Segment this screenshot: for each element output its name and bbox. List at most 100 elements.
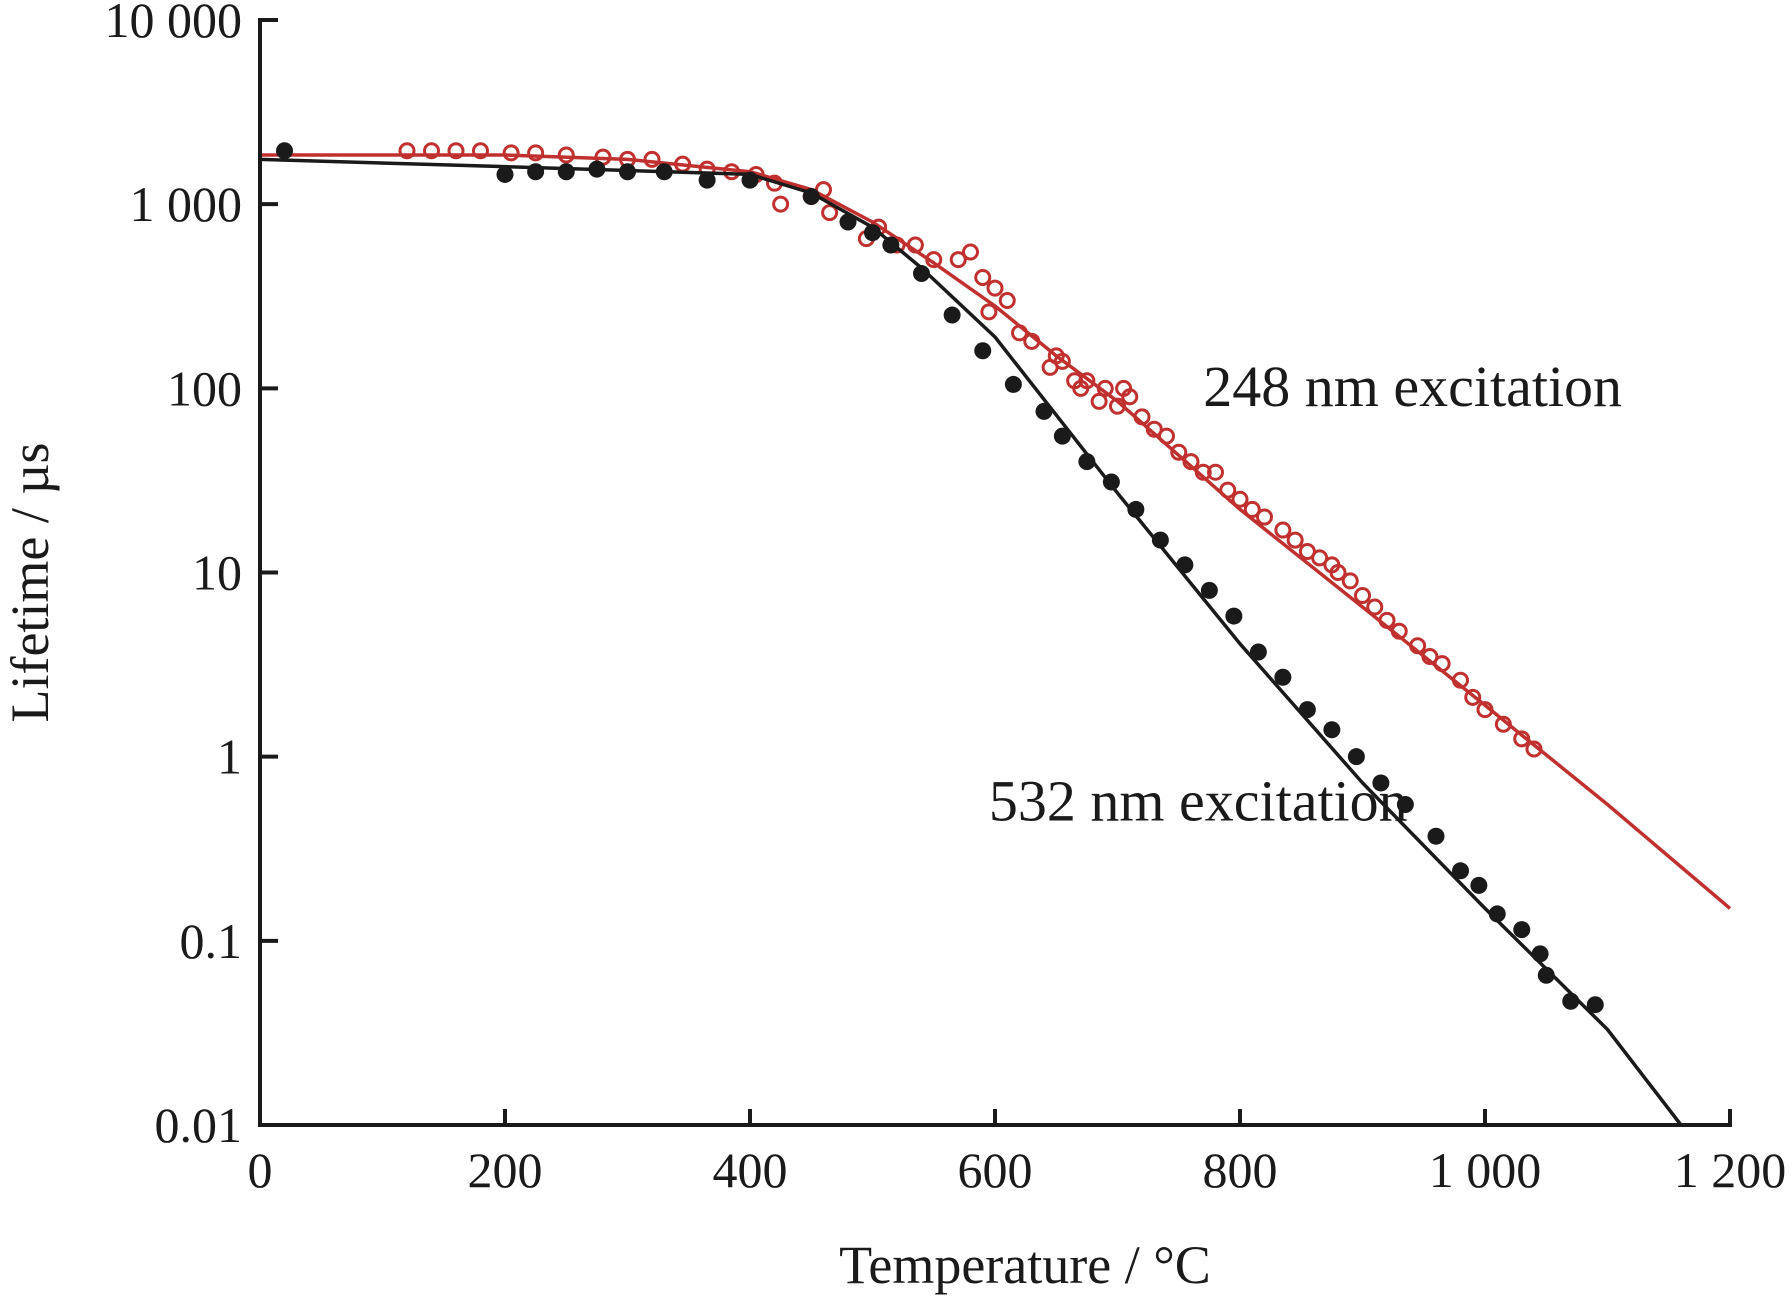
data-point <box>1329 564 1347 581</box>
x-tick-label: 1 200 <box>1674 1142 1787 1198</box>
x-ticks: 0 200 400 600 800 1 000 1 200 <box>248 1109 1787 1198</box>
data-point <box>723 163 741 181</box>
data-point <box>1225 607 1243 625</box>
data-point <box>1366 598 1384 616</box>
x-tick-label: 800 <box>1203 1142 1278 1198</box>
data-point <box>1470 876 1488 894</box>
data-point <box>949 251 967 269</box>
data-point <box>1372 774 1390 792</box>
data-point <box>962 243 979 261</box>
data-point <box>398 142 416 160</box>
x-tick-label: 600 <box>958 1142 1033 1198</box>
data-point <box>986 279 1004 297</box>
data-point <box>1537 966 1555 984</box>
data-point <box>276 142 293 160</box>
series-layer <box>259 142 1732 1127</box>
data-point <box>1452 671 1469 689</box>
data-point <box>1176 556 1194 574</box>
y-tick-label: 10 <box>192 545 242 601</box>
data-point <box>502 144 520 162</box>
data-point <box>943 306 961 324</box>
data-point <box>821 204 839 222</box>
series-label: 532 nm excitation <box>989 769 1408 834</box>
data-point <box>1525 740 1543 758</box>
data-point <box>1513 921 1531 939</box>
x-tick-label: 400 <box>713 1142 788 1198</box>
data-point <box>1274 521 1292 539</box>
data-point <box>906 236 924 254</box>
fit-line <box>259 157 1683 1127</box>
data-point <box>1378 611 1396 629</box>
data-point <box>1090 392 1108 410</box>
data-point <box>698 171 716 189</box>
data-point <box>1396 795 1414 813</box>
y-tick-label: 1 000 <box>130 176 243 232</box>
series-label: 248 nm excitation <box>1203 354 1622 419</box>
data-point <box>1219 481 1237 499</box>
data-point <box>802 188 820 206</box>
data-point <box>1562 992 1580 1010</box>
data-point <box>1023 332 1041 350</box>
data-point <box>1231 490 1249 508</box>
data-point <box>423 142 440 160</box>
data-point <box>1109 397 1126 415</box>
data-point <box>1078 453 1096 471</box>
data-point <box>619 163 636 181</box>
data-point <box>1409 637 1427 655</box>
data-point <box>839 213 857 231</box>
data-point <box>643 150 661 168</box>
axes-layer <box>258 18 1732 1127</box>
data-point <box>1194 463 1212 481</box>
data-point <box>974 268 992 286</box>
data-point <box>1347 748 1365 766</box>
data-point <box>496 165 514 183</box>
data-point <box>1035 402 1053 420</box>
data-point <box>1053 352 1071 370</box>
y-tick-label: 1 <box>217 729 242 785</box>
data-point <box>1323 721 1341 739</box>
data-point <box>925 251 943 269</box>
data-point <box>472 142 489 160</box>
data-point <box>1256 508 1273 526</box>
data-point <box>1286 531 1304 549</box>
data-point <box>815 181 832 199</box>
data-point <box>557 163 575 181</box>
data-point <box>1488 905 1506 923</box>
data-point <box>1243 500 1261 518</box>
data-point <box>1249 643 1267 661</box>
data-point <box>655 163 673 181</box>
series-532nm <box>259 142 1683 1127</box>
x-tick-label: 1 000 <box>1429 1142 1542 1198</box>
data-point <box>1427 827 1445 845</box>
data-point <box>1102 473 1120 491</box>
x-axis-title: Temperature / °C <box>839 1235 1211 1295</box>
data-point <box>1121 388 1139 406</box>
data-point <box>1170 443 1188 461</box>
data-point <box>980 303 998 321</box>
data-point <box>913 265 930 283</box>
data-point <box>1390 622 1408 640</box>
data-point <box>1078 372 1096 390</box>
x-tick-label: 200 <box>468 1142 543 1198</box>
data-point <box>864 224 881 242</box>
data-point <box>557 146 575 164</box>
data-point <box>974 342 992 360</box>
data-point <box>1053 427 1071 445</box>
data-point <box>1433 655 1451 673</box>
data-point <box>1452 862 1469 880</box>
data-point <box>1298 701 1316 719</box>
data-point <box>447 142 465 160</box>
data-point <box>1127 500 1145 518</box>
data-point <box>1476 701 1494 719</box>
y-tick-label: 0.01 <box>155 1097 243 1153</box>
data-point <box>588 160 606 178</box>
data-point <box>1341 572 1359 590</box>
data-point <box>1586 996 1604 1014</box>
data-point <box>1513 730 1531 748</box>
data-point <box>1182 453 1200 471</box>
data-point <box>1531 945 1549 963</box>
data-point <box>1200 581 1218 599</box>
annotations: 248 nm excitation 532 nm excitation <box>989 354 1622 833</box>
y-tick-label: 100 <box>167 360 242 416</box>
